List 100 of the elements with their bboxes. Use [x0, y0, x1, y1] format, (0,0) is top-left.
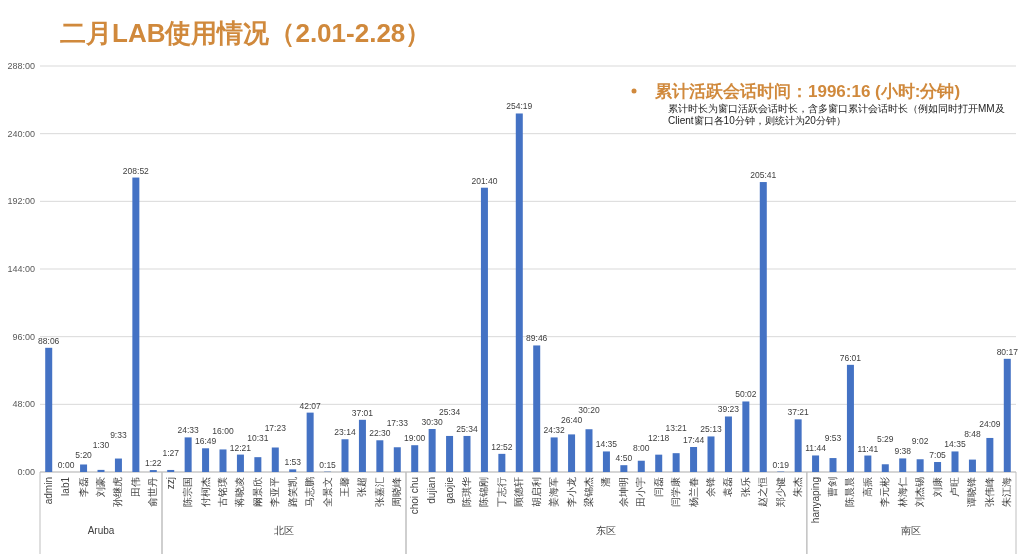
bar [707, 436, 715, 472]
data-label: 16:00 [212, 426, 234, 437]
x-tick-label: 佘坤明 [617, 477, 629, 507]
data-label: 25:34 [438, 407, 461, 417]
data-label: 37:01 [351, 407, 374, 418]
x-tick-label: 朱杰 [792, 477, 804, 497]
data-label: 1:53 [284, 457, 302, 468]
x-tick-label: 余锋 [705, 477, 716, 497]
data-label: 24:32 [543, 425, 566, 436]
bar [271, 447, 279, 472]
y-tick-label: 0:00 [17, 467, 35, 477]
data-label: 24:09 [979, 419, 1001, 430]
data-label: 50:02 [735, 389, 757, 400]
x-tick-label: 刘豪 [95, 477, 106, 497]
x-tick-label: 林海仁 [896, 477, 908, 508]
x-tick-label: 周晓峰 [391, 477, 403, 507]
data-label: 30:30 [421, 417, 444, 427]
x-tick-label: 李亚平 [269, 477, 281, 507]
data-label: 12:21 [229, 442, 252, 453]
data-label: 0:19 [772, 459, 790, 470]
x-tick-label: 袁磊 [722, 477, 734, 497]
x-tick-label: 朱江海 [1001, 477, 1013, 507]
data-label: 5:20 [75, 450, 93, 460]
data-label: 0:00 [57, 460, 75, 470]
x-tick-label: 田伟 [129, 477, 141, 497]
x-tick-label: hanyaping [809, 477, 821, 524]
bar [690, 447, 698, 472]
x-tick-label: admin [42, 477, 54, 505]
bar [306, 412, 314, 472]
bar [655, 454, 663, 472]
data-label: 4:50 [615, 453, 633, 464]
bar [376, 440, 384, 472]
bar [672, 453, 680, 472]
data-label: 11:41 [857, 443, 879, 454]
x-tick-label: 梁锦杰 [583, 477, 594, 507]
data-label: 17:44 [682, 435, 705, 446]
x-tick-label: 俞世丹 [147, 477, 159, 507]
x-tick-label: 谭晓锋 [966, 477, 978, 507]
bar [864, 455, 872, 472]
x-tick-label: 卢旺 [949, 477, 960, 497]
bar [620, 465, 628, 472]
y-tick-label: 96:00 [12, 331, 35, 342]
chart-title: 二月LAB使用情况（2.01-2.28） [60, 18, 432, 48]
text: Aruba [87, 525, 115, 536]
bar [358, 419, 366, 472]
x-tick-label: 陈晨晨 [844, 477, 856, 507]
bar [132, 177, 140, 472]
x-tick-label: 杨兰春 [687, 477, 699, 508]
data-label: 0:15 [319, 459, 337, 470]
y-tick-label: 144:00 [7, 264, 35, 274]
data-label: 17:33 [386, 418, 409, 429]
text: 东区 [596, 525, 617, 536]
data-label: 10:31 [247, 432, 269, 443]
x-tick-label: 陈琪华 [461, 477, 472, 507]
bar [498, 453, 506, 472]
data-label: 42:07 [299, 400, 322, 411]
data-label: 12:18 [648, 433, 670, 444]
x-tick-label: 高振 [861, 477, 873, 497]
data-label: 76:01 [839, 352, 862, 363]
x-tick-label: 李磊 [77, 477, 89, 497]
x-tick-label: gaojie [443, 476, 455, 504]
y-tick-label: 240:00 [7, 128, 35, 139]
x-tick-label: 田小宇 [635, 477, 647, 507]
text: 累计活跃会话时间：1996:16 (小时:分钟) [654, 82, 961, 101]
data-label: 30:20 [578, 405, 600, 416]
x-tick-label: 陈宗国 [182, 477, 194, 507]
x-tick-label: 胡启利 [530, 477, 542, 507]
x-tick-label: 马志鹏 [304, 477, 316, 507]
data-label: 5:29 [877, 433, 894, 444]
x-tick-label: 蒋晓凌 [234, 477, 246, 507]
bar [585, 429, 593, 472]
bar [533, 345, 541, 472]
bar [184, 437, 192, 472]
x-tick-label: 李小龙 [565, 477, 577, 507]
x-tick-label: 曹剑 [827, 477, 838, 497]
data-label: 1:27 [162, 448, 180, 459]
bar [794, 419, 802, 472]
bar [202, 448, 210, 472]
data-label: 8:00 [633, 443, 650, 454]
x-tick-label: 丁志行 [495, 477, 507, 507]
x-tick-label: 张嘉汇 [373, 477, 385, 507]
data-label: 8:48 [964, 429, 981, 440]
data-label: 19:00 [404, 433, 426, 444]
bar [167, 469, 175, 472]
data-label: 89:46 [526, 333, 548, 344]
data-label: 37:21 [787, 407, 810, 418]
bar [1003, 358, 1011, 472]
bar [428, 429, 436, 472]
x-tick-label: 张超 [356, 477, 368, 497]
text: 北区 [274, 525, 294, 536]
data-label: 9:02 [911, 436, 929, 447]
data-label: 23:14 [334, 427, 356, 438]
bar [986, 437, 994, 472]
data-label: 14:35 [595, 439, 618, 450]
x-tick-label: 张乐 [739, 477, 751, 497]
bar [951, 451, 959, 472]
data-label: 26:40 [560, 415, 583, 426]
data-label: 14:35 [944, 439, 966, 450]
x-tick-label: 路笑凯 [286, 477, 298, 507]
x-tick-label: dujian [426, 477, 438, 504]
